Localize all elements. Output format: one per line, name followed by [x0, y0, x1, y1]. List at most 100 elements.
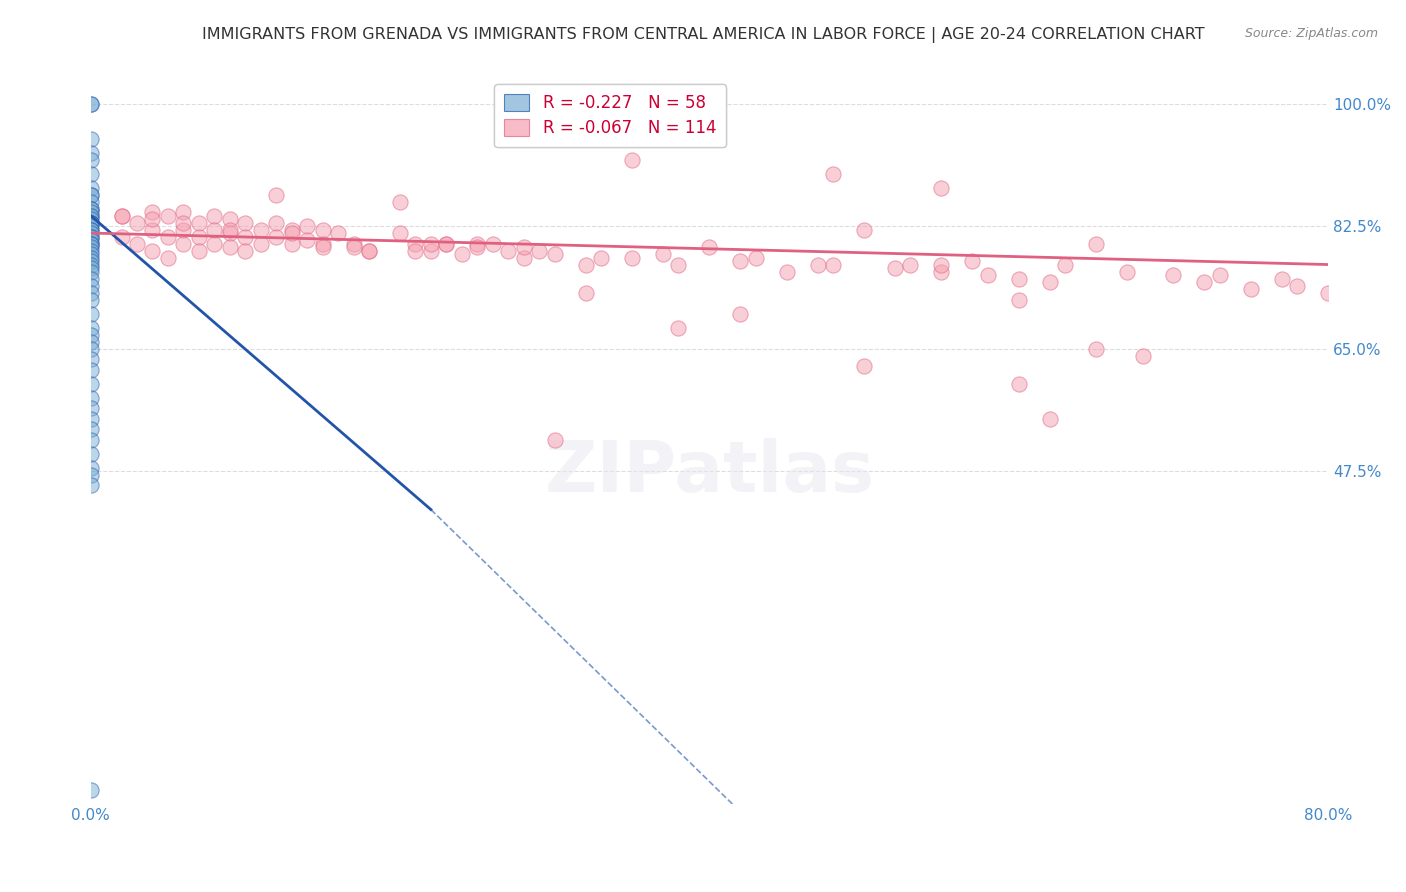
Point: [110, 209, 132, 223]
Point: [699, 240, 721, 254]
Point: [434, 236, 457, 251]
Point: [823, 167, 845, 181]
Point: [962, 254, 984, 268]
Point: [79, 247, 101, 261]
Point: [575, 258, 598, 272]
Point: [79, 422, 101, 436]
Point: [187, 244, 209, 258]
Point: [79, 236, 101, 251]
Point: [853, 222, 876, 236]
Point: [79, 285, 101, 300]
Point: [79, 96, 101, 111]
Point: [668, 320, 690, 334]
Point: [280, 222, 302, 236]
Point: [79, 411, 101, 425]
Point: [388, 194, 411, 209]
Point: [295, 233, 318, 247]
Text: IMMIGRANTS FROM GRENADA VS IMMIGRANTS FROM CENTRAL AMERICA IN LABOR FORCE | AGE : IMMIGRANTS FROM GRENADA VS IMMIGRANTS FR…: [201, 27, 1205, 43]
Point: [900, 258, 922, 272]
Point: [1008, 271, 1031, 285]
Point: [280, 236, 302, 251]
Point: [79, 433, 101, 447]
Point: [156, 229, 179, 244]
Point: [79, 254, 101, 268]
Point: [172, 205, 194, 219]
Point: [79, 233, 101, 247]
Point: [79, 202, 101, 216]
Point: [544, 247, 567, 261]
Point: [591, 251, 613, 265]
Point: [156, 251, 179, 265]
Point: [79, 307, 101, 321]
Point: [730, 254, 752, 268]
Point: [1317, 285, 1340, 300]
Point: [1008, 376, 1031, 391]
Point: [1194, 275, 1216, 289]
Point: [884, 261, 907, 276]
Point: [218, 222, 240, 236]
Point: [202, 209, 225, 223]
Point: [1348, 289, 1371, 303]
Point: [652, 247, 675, 261]
Point: [79, 293, 101, 307]
Point: [451, 247, 474, 261]
Point: [79, 209, 101, 223]
Point: [311, 236, 333, 251]
Point: [388, 226, 411, 240]
Point: [79, 467, 101, 482]
Point: [79, 271, 101, 285]
Point: [218, 240, 240, 254]
Point: [79, 258, 101, 272]
Point: [79, 194, 101, 209]
Point: [172, 236, 194, 251]
Text: Source: ZipAtlas.com: Source: ZipAtlas.com: [1244, 27, 1378, 40]
Point: [141, 244, 163, 258]
Point: [529, 244, 551, 258]
Point: [575, 285, 598, 300]
Point: [311, 240, 333, 254]
Point: [357, 244, 380, 258]
Point: [79, 226, 101, 240]
Legend: R = -0.227   N = 58, R = -0.067   N = 114: R = -0.227 N = 58, R = -0.067 N = 114: [495, 84, 727, 147]
Point: [1085, 236, 1108, 251]
Point: [931, 180, 953, 194]
Point: [280, 226, 302, 240]
Point: [233, 229, 256, 244]
Point: [79, 187, 101, 202]
Point: [79, 478, 101, 492]
Point: [79, 320, 101, 334]
Point: [79, 446, 101, 460]
Point: [233, 215, 256, 229]
Point: [1039, 275, 1062, 289]
Point: [264, 229, 287, 244]
Point: [1039, 411, 1062, 425]
Point: [79, 334, 101, 349]
Point: [853, 359, 876, 373]
Point: [249, 222, 271, 236]
Point: [1271, 271, 1294, 285]
Point: [404, 244, 426, 258]
Point: [218, 226, 240, 240]
Point: [79, 209, 101, 223]
Point: [977, 268, 1000, 282]
Point: [156, 209, 179, 223]
Point: [79, 153, 101, 167]
Point: [513, 251, 536, 265]
Point: [125, 215, 148, 229]
Point: [498, 244, 520, 258]
Point: [79, 376, 101, 391]
Point: [79, 236, 101, 251]
Point: [233, 244, 256, 258]
Point: [419, 244, 441, 258]
Point: [357, 244, 380, 258]
Point: [79, 251, 101, 265]
Point: [110, 209, 132, 223]
Point: [79, 391, 101, 405]
Point: [1286, 278, 1309, 293]
Point: [79, 327, 101, 342]
Point: [1132, 349, 1154, 363]
Point: [79, 145, 101, 160]
Point: [1163, 268, 1185, 282]
Point: [141, 222, 163, 236]
Point: [1085, 342, 1108, 356]
